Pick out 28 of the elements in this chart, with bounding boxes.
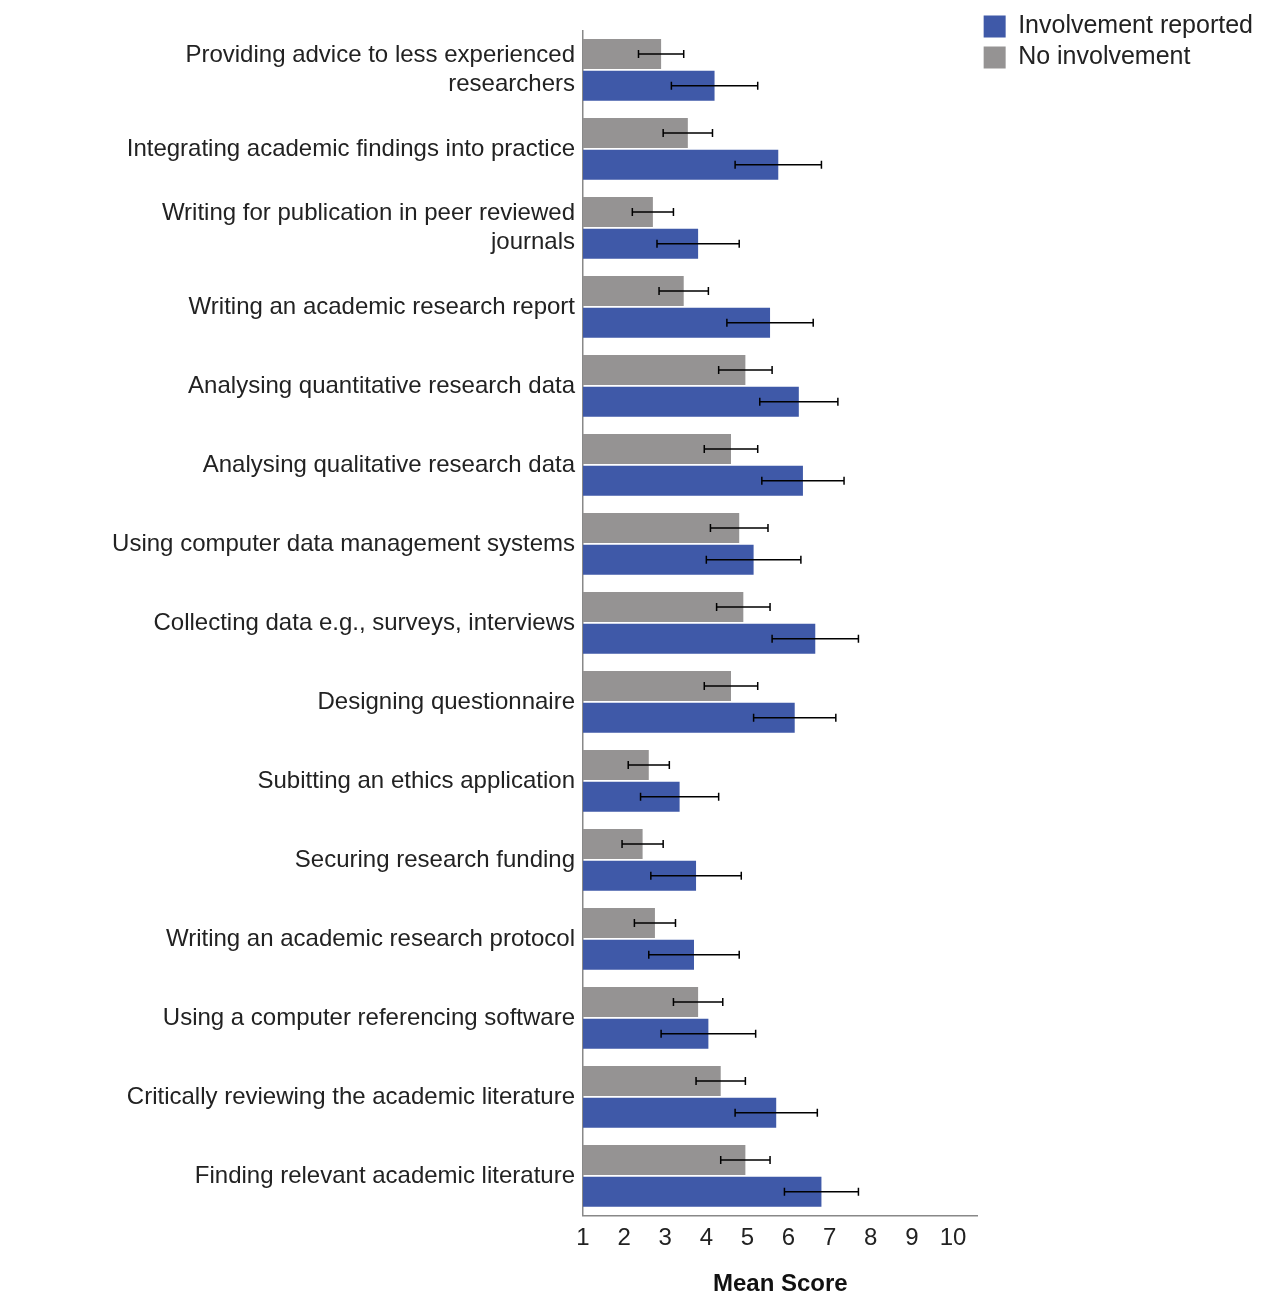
y-tick-label: Integrating academic findings into practice bbox=[126, 133, 575, 161]
y-tick-label: Finding relevant academic literature bbox=[194, 1160, 575, 1188]
y-tick-label: Providing advice to less experienced researchers bbox=[185, 40, 575, 96]
x-tick-label: 6 bbox=[781, 1223, 796, 1251]
y-tick-label: Critically reviewing the academic literature bbox=[126, 1081, 575, 1109]
x-tick-label: 2 bbox=[617, 1223, 631, 1251]
legend-label: Involvement reported bbox=[1018, 10, 1254, 39]
y-tick-label: Writing an academic research report bbox=[188, 291, 576, 319]
y-tick-label: Writing an academic research protocol bbox=[165, 923, 575, 951]
x-tick-label: 9 bbox=[905, 1223, 919, 1251]
legend-label: No involvement bbox=[1018, 41, 1191, 70]
x-tick-label: 10 bbox=[939, 1223, 967, 1251]
y-tick-label: Collecting data e.g., surveys, interviews bbox=[153, 607, 575, 635]
y-tick-label: Writing for publication in peer reviewed journals bbox=[161, 198, 575, 254]
x-tick-label: 1 bbox=[576, 1223, 590, 1251]
y-tick-label: Analysing qualitative research data bbox=[202, 449, 576, 477]
x-tick-label: 8 bbox=[864, 1223, 878, 1251]
x-tick-label: 7 bbox=[822, 1223, 837, 1251]
y-tick-label: Analysing quantitative research data bbox=[188, 370, 576, 398]
x-tick-label: 5 bbox=[740, 1223, 755, 1251]
y-tick-label: Using computer data management systems bbox=[112, 528, 575, 556]
y-tick-label: Designing questionnaire bbox=[317, 686, 575, 714]
x-tick-label: 3 bbox=[658, 1223, 672, 1251]
y-tick-label: Securing research funding bbox=[294, 844, 575, 872]
y-tick-label: Using a computer referencing software bbox=[162, 1002, 575, 1030]
x-axis-title: Mean Score bbox=[712, 1269, 848, 1297]
x-tick-label: 4 bbox=[699, 1223, 714, 1251]
y-tick-label: Subitting an ethics application bbox=[257, 765, 575, 793]
